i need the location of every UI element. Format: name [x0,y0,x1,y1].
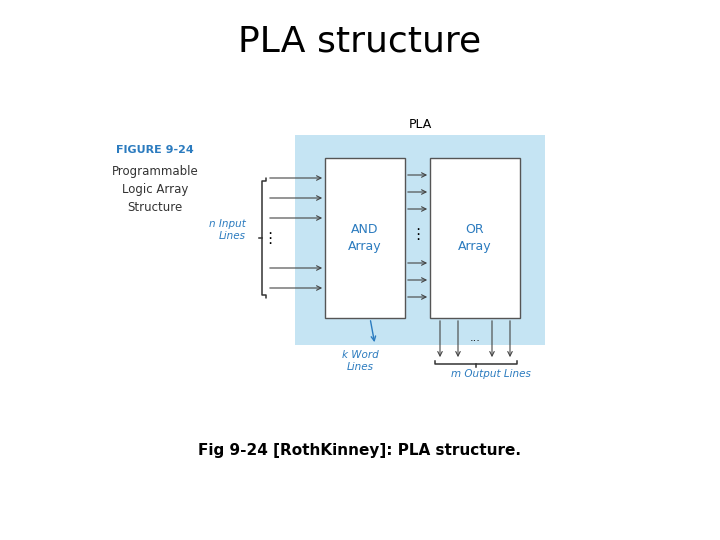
Bar [295,135,545,345]
Bar [325,158,405,318]
Text: PLA structure: PLA structure [238,25,482,59]
Text: Programmable
Logic Array
Structure: Programmable Logic Array Structure [112,165,199,214]
Text: ⋮: ⋮ [410,227,425,242]
Text: OR
Array: OR Array [458,223,492,253]
Text: m Output Lines: m Output Lines [451,369,531,379]
Text: ⋮: ⋮ [262,231,278,246]
Text: PLA: PLA [408,118,431,131]
Bar [430,158,520,318]
Text: FIGURE 9-24: FIGURE 9-24 [116,145,194,155]
Text: k Word
Lines: k Word Lines [341,350,379,373]
Text: ...: ... [469,333,480,343]
Text: Fig 9-24 [RothKinney]: PLA structure.: Fig 9-24 [RothKinney]: PLA structure. [199,442,521,457]
Text: AND
Array: AND Array [348,223,382,253]
Text: n Input
Lines: n Input Lines [209,219,246,241]
